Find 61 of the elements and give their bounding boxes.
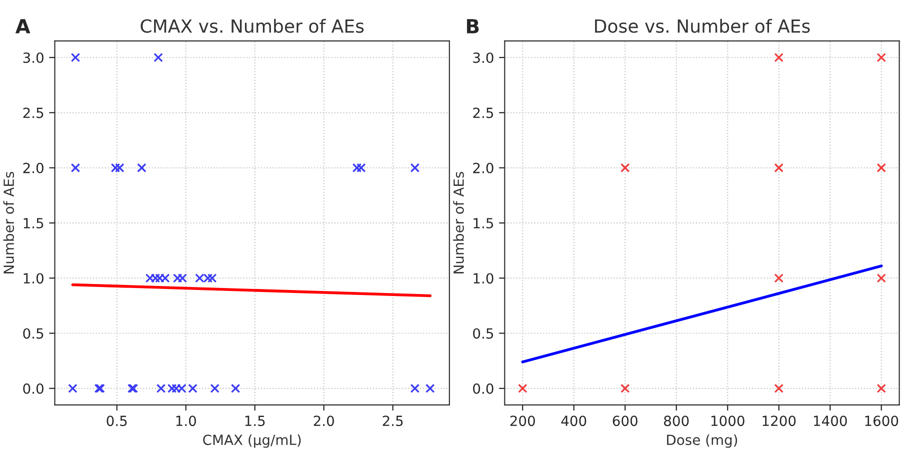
y-tick-label: 0.5	[473, 328, 494, 339]
point	[876, 273, 886, 283]
y-tick-label: 2.0	[473, 162, 494, 174]
y-tick-label: 0.0	[473, 383, 494, 394]
point	[207, 273, 217, 283]
point	[230, 384, 240, 394]
x-tick-label: 1600	[865, 416, 898, 426]
point	[774, 52, 784, 62]
y-tick-label: 2.5	[23, 108, 44, 118]
x-axis-title: Dose (mg)	[667, 434, 738, 448]
x-tick-label: 800	[664, 416, 689, 426]
x-tick-label: 1400	[814, 416, 847, 426]
point	[114, 163, 124, 172]
text: A	[15, 19, 30, 34]
x-tick-label: 1.0	[176, 416, 196, 426]
point	[210, 384, 220, 394]
point	[774, 163, 784, 172]
point	[876, 384, 886, 394]
x-tick-label: 1.5	[245, 416, 265, 426]
point	[356, 163, 366, 172]
y-tick-label: 0.5	[23, 328, 44, 339]
y-tick-label: 2.0	[23, 162, 44, 174]
point	[410, 384, 420, 394]
y-axis-title: Number of AEs	[3, 172, 14, 274]
point	[70, 52, 80, 62]
y-tick-label: 1.0	[474, 273, 494, 284]
x-tick-label: 2.0	[314, 416, 334, 426]
point	[876, 52, 886, 62]
point	[620, 384, 630, 394]
y-tick-label: 1.0	[24, 273, 44, 284]
y-tick-label: 3.0	[473, 52, 494, 63]
point	[70, 163, 80, 172]
y-tick-label: 1.5	[474, 218, 494, 228]
y-tick-label: 0.0	[23, 383, 44, 394]
x-axis-title: CMAX (µg/mL)	[203, 434, 301, 448]
point	[518, 384, 528, 394]
point	[137, 163, 146, 172]
point	[154, 52, 163, 62]
x-tick-label: 400	[561, 416, 586, 426]
point	[425, 384, 435, 394]
point	[410, 163, 420, 172]
y-axis-title: Number of AEs	[453, 172, 464, 274]
point	[774, 273, 784, 283]
x-tick-label: 1200	[762, 416, 796, 426]
text: B	[466, 19, 479, 34]
x-tick-label: 600	[612, 416, 638, 426]
chart-title: Dose vs. Number of AEs	[595, 18, 810, 33]
x-tick-label: 200	[510, 416, 535, 426]
y-tick-label: 1.5	[24, 218, 44, 228]
point	[774, 384, 784, 394]
point	[876, 163, 886, 172]
x-tick-label: 0.5	[106, 416, 127, 426]
chart-title: CMAX vs. Number of AEs	[140, 18, 364, 33]
y-tick-label: 2.5	[473, 108, 494, 118]
x-tick-label: 2.5	[382, 416, 403, 426]
point	[110, 163, 120, 172]
point	[68, 384, 78, 394]
x-tick-label: 1000	[711, 416, 744, 426]
point	[620, 163, 630, 172]
y-tick-label: 3.0	[23, 52, 44, 63]
point	[352, 163, 362, 172]
